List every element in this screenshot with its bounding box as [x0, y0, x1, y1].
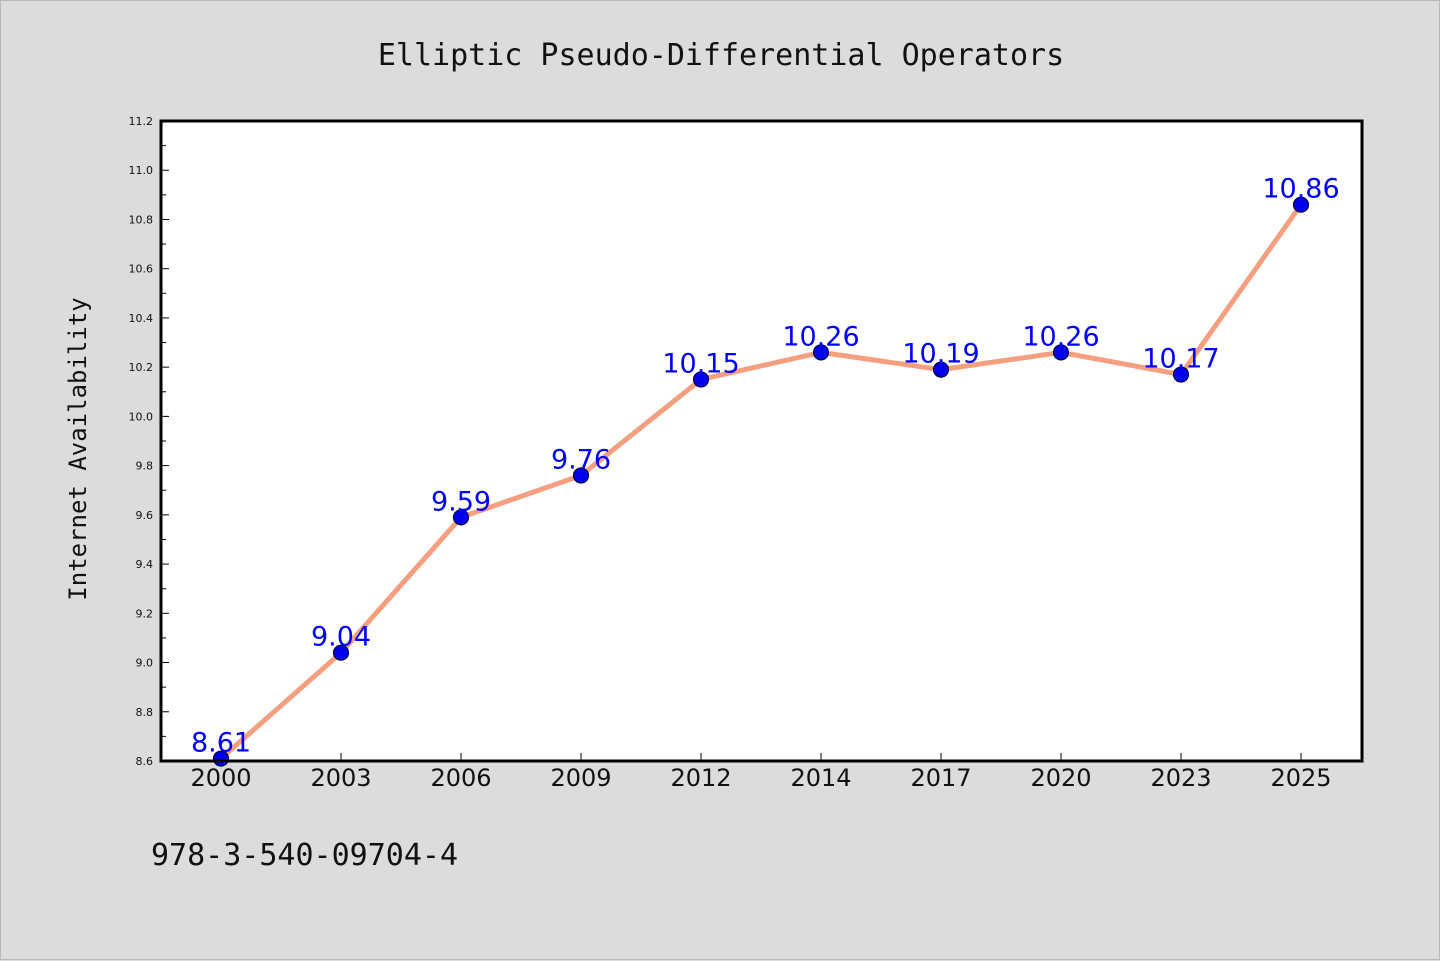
data-point-marker [812, 344, 830, 361]
data-point-label: 9.76 [551, 444, 611, 475]
data-labels: 8.61 9.04 9.59 9.76 10.15 10.26 10.19 10.26 10.1… [191, 174, 1340, 759]
data-point-marker [452, 509, 470, 526]
data-point-label: 10.26 [782, 321, 859, 352]
x-tick-label: 2017 [910, 764, 971, 792]
data-point-label: 10.17 [1142, 344, 1219, 375]
y-tick-label: 10.8 [129, 213, 154, 226]
data-point-label: 9.04 [311, 622, 371, 653]
x-tick-label: 2025 [1270, 764, 1331, 792]
x-axis: 2000 2003 2006 2009 2012 2014 2017 2020 2023 2025 [190, 753, 1332, 792]
y-tick-label: 10.2 [129, 361, 154, 374]
isbn-footer: 978-3-540-09704-4 [151, 838, 458, 873]
x-tick-label: 2000 [190, 764, 251, 792]
plot-area [161, 121, 1362, 761]
x-tick-label: 2020 [1030, 764, 1091, 792]
data-point-marker [932, 361, 950, 378]
y-tick-label: 9.8 [136, 460, 154, 473]
series-line [218, 202, 1304, 762]
x-tick-label: 2014 [790, 764, 851, 792]
data-point-label: 9.59 [431, 486, 491, 517]
x-tick-label: 2003 [310, 764, 371, 792]
y-tick-label: 9.0 [136, 657, 154, 670]
y-tick-label: 10.0 [129, 410, 154, 423]
data-point-marker [332, 644, 350, 661]
y-tick-label: 8.6 [136, 755, 154, 768]
data-point-label: 10.26 [1022, 321, 1099, 352]
y-tick-label: 9.2 [136, 607, 154, 620]
chart-title: Elliptic Pseudo-Differential Operators [378, 38, 1064, 73]
plot-frame [159, 119, 1364, 763]
y-tick-label: 8.8 [136, 706, 154, 719]
y-tick-label: 9.6 [136, 509, 154, 522]
data-point-label: 10.86 [1262, 174, 1339, 205]
x-tick-label: 2009 [550, 764, 611, 792]
y-tick-label: 11.2 [129, 115, 154, 128]
data-point-label: 8.61 [191, 728, 251, 759]
data-point-marker [1172, 366, 1190, 383]
y-axis: 8.6 8.8 9.0 9.2 9.4 9.6 9.8 10.0 10.2 10.4 10.6 10.… [129, 115, 169, 768]
x-tick-label: 2023 [1150, 764, 1211, 792]
data-point-marker [692, 371, 710, 388]
y-tick-label: 11.0 [129, 164, 154, 177]
y-tick-label: 9.4 [136, 558, 154, 571]
y-tick-label: 10.4 [129, 312, 154, 325]
y-tick-label: 10.6 [129, 263, 154, 276]
series-markers [212, 196, 1310, 767]
x-tick-label: 2012 [670, 764, 731, 792]
data-point-marker [572, 467, 590, 484]
y-axis-label: Internet Availability [64, 297, 92, 600]
x-tick-label: 2006 [430, 764, 491, 792]
data-point-label: 10.19 [902, 339, 979, 370]
data-point-marker [1052, 344, 1070, 361]
data-point-label: 10.15 [662, 348, 739, 379]
data-point-marker [1292, 196, 1310, 213]
